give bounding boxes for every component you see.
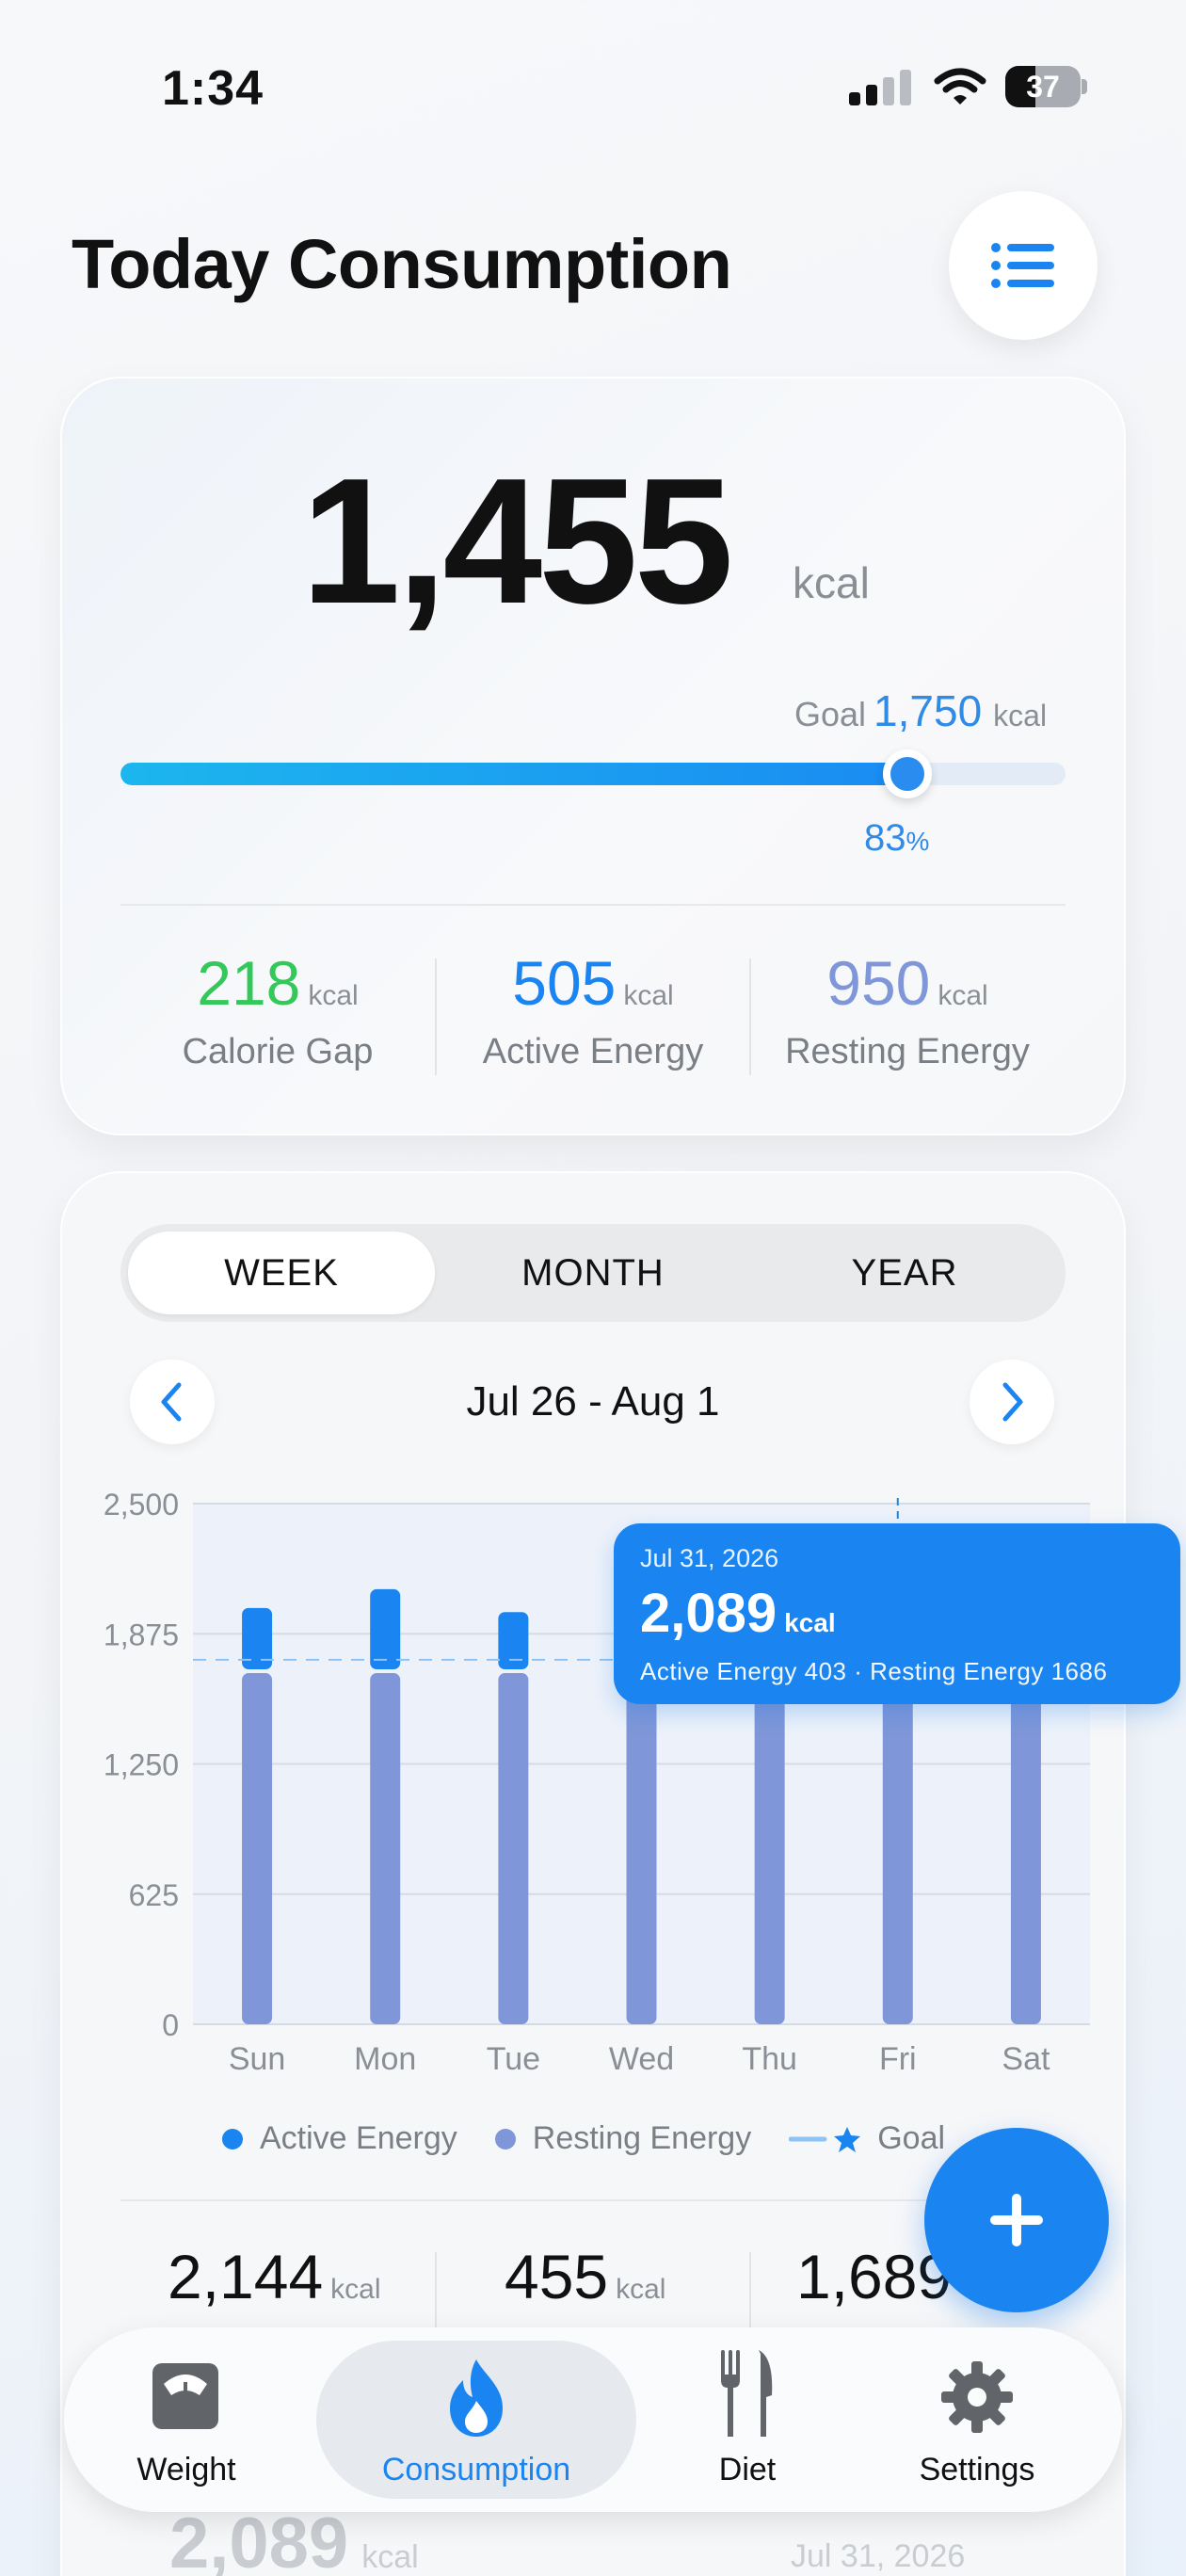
status-icons: 37 <box>847 64 1092 111</box>
tab-bar: Weight Consumption Diet <box>64 2327 1122 2512</box>
stat-active-energy: 505 kcal Active Energy <box>482 948 704 1071</box>
x-tick-label: Tue <box>487 2041 540 2077</box>
divider <box>749 2252 751 2327</box>
divider <box>120 904 1066 906</box>
tab-consumption[interactable]: Consumption <box>316 2341 636 2499</box>
x-tick-label: Mon <box>354 2041 416 2077</box>
tab-year[interactable]: YEAR <box>851 1252 958 1294</box>
gear-icon <box>941 2361 1013 2433</box>
battery-level: 37 <box>1026 70 1060 104</box>
bar-active-energy <box>370 1588 401 1670</box>
legend-resting: Resting Energy <box>494 2120 751 2157</box>
tab-diet[interactable]: Diet <box>653 2327 841 2512</box>
bar-resting-energy <box>370 1673 401 2024</box>
plus-icon <box>990 2194 1043 2246</box>
total-summary-2: 455 kcal <box>505 2242 666 2311</box>
list-menu-button[interactable] <box>949 191 1098 340</box>
y-tick-label: 0 <box>162 2008 179 2042</box>
goal-value: 1,750 <box>873 686 983 735</box>
x-tick-label: Thu <box>742 2041 797 2077</box>
y-tick-label: 625 <box>129 1878 179 1912</box>
tooltip-total: 2,089 kcal <box>640 1583 836 1644</box>
battery-icon: 37 <box>1005 66 1087 107</box>
legend-active: Active Energy <box>222 2120 457 2157</box>
scale-icon <box>152 2363 218 2429</box>
tab-weight[interactable]: Weight <box>92 2327 280 2512</box>
bar-resting-energy <box>882 1673 913 2024</box>
legend-goal: Goal <box>789 2120 945 2157</box>
chart-legend: Active Energy Resting Energy Goal <box>222 2120 983 2157</box>
divider <box>749 958 751 1075</box>
total-unit: kcal <box>793 558 870 607</box>
previous-week-button[interactable] <box>130 1360 215 1444</box>
goal-percent: 83% <box>864 817 930 859</box>
summary-card <box>60 377 1126 1135</box>
bar-active-energy <box>498 1612 529 1670</box>
fork-knife-icon <box>721 2350 773 2437</box>
bar-resting-energy <box>754 1673 785 2024</box>
goal-unit: kcal <box>993 699 1048 733</box>
x-tick-label: Fri <box>879 2041 917 2077</box>
background-total: 2,089 kcal <box>169 2504 419 2576</box>
flame-icon <box>450 2359 503 2437</box>
tooltip-breakdown: Active Energy 403 · Resting Energy 1686 <box>640 1657 1108 1685</box>
tab-month[interactable]: MONTH <box>521 1252 665 1294</box>
status-time: 1:34 <box>162 61 264 116</box>
date-range: Jul 26 - Aug 1 <box>466 1378 720 1425</box>
goal-row: Goal 1,750 kcal <box>794 685 1047 736</box>
goal-star-icon <box>789 2126 861 2152</box>
list-icon <box>991 243 1054 288</box>
bar-active-energy <box>242 1607 273 1670</box>
chevron-right-icon <box>1002 1382 1023 1422</box>
divider <box>435 958 437 1075</box>
tab-settings[interactable]: Settings <box>873 2327 1081 2512</box>
period-segmented-control: WEEK MONTH YEAR <box>120 1224 1066 1322</box>
total-consumption: 1,455 <box>301 442 733 641</box>
goal-label: Goal <box>794 695 867 733</box>
stat-resting-energy: 950 kcal Resting Energy <box>785 948 1030 1071</box>
bar-resting-energy <box>498 1673 529 2024</box>
stat-calorie-gap: 218 kcal Calorie Gap <box>182 948 374 1071</box>
background-date: Jul 31, 2026 <box>791 2538 966 2574</box>
next-week-button[interactable] <box>970 1360 1054 1444</box>
progress-knob <box>883 749 932 798</box>
y-tick-label: 2,500 <box>104 1488 179 1521</box>
wifi-icon <box>934 68 986 105</box>
chevron-left-icon <box>161 1382 182 1422</box>
x-tick-label: Wed <box>609 2041 674 2077</box>
bar-resting-energy <box>1010 1673 1041 2024</box>
total-summary-3: 1,689 <box>796 2242 953 2311</box>
divider <box>435 2252 437 2327</box>
tooltip-date: Jul 31, 2026 <box>640 1544 779 1572</box>
bar-resting-energy <box>242 1673 273 2024</box>
signal-icon <box>849 68 915 105</box>
y-tick-label: 1,875 <box>104 1618 179 1651</box>
goal-progress-fill <box>120 763 906 785</box>
x-tick-label: Sat <box>1002 2041 1050 2077</box>
tab-week[interactable]: WEEK <box>128 1232 435 1314</box>
selected-day-tooltip: Jul 31, 2026 2,089 kcal Active Energy 403… <box>614 1523 1180 1704</box>
add-entry-button[interactable] <box>924 2128 1109 2312</box>
total-summary-1: 2,144 kcal <box>168 2242 381 2311</box>
x-tick-label: Sun <box>229 2041 285 2077</box>
bar-resting-energy <box>626 1673 657 2024</box>
page-title: Today Consumption <box>72 225 732 303</box>
divider <box>120 2199 1066 2201</box>
y-tick-label: 1,250 <box>104 1748 179 1782</box>
